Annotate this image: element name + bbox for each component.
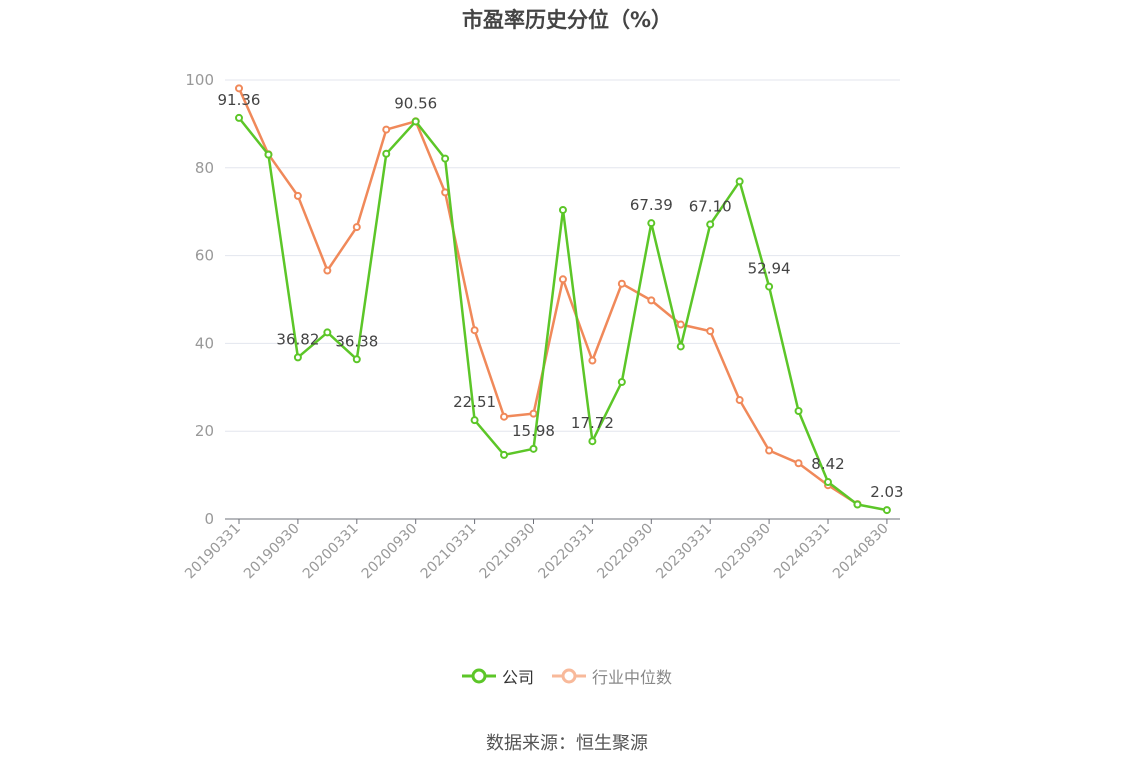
data-point [676,320,685,329]
x-tick-label: 20220930 [594,521,656,583]
data-point [529,409,538,418]
data-point [235,84,243,93]
data-point [441,154,450,163]
data-point [735,177,744,186]
data-label: 8.42 [811,455,844,473]
x-tick-label: 20210930 [477,521,539,583]
x-tick-label: 20240830 [830,521,892,583]
data-point [470,326,479,335]
data-point [441,188,450,197]
legend-line-icon [461,668,496,684]
data-label: 91.36 [218,91,261,109]
data-label: 22.51 [453,393,496,411]
data-point [529,444,538,453]
data-point [617,279,626,288]
grid-lines [225,79,900,432]
data-point [824,478,832,487]
series-lines [235,84,891,515]
data-point [352,223,361,232]
data-point [293,191,302,200]
data-point [588,437,597,446]
data-point [706,220,715,229]
data-label: 52.94 [748,260,791,278]
data-point [382,149,391,158]
source-note: 数据来源：恒生聚源 [486,733,648,754]
x-tick-label: 20200331 [300,521,362,583]
data-point [882,506,891,515]
data-label: 17.72 [571,414,614,432]
data-point [735,396,744,405]
data-point [470,416,479,425]
data-point [500,412,509,421]
y-tick-label: 80 [195,159,214,177]
data-label: 90.56 [394,94,437,112]
x-tick-label: 20210331 [418,521,480,583]
data-point [676,342,685,351]
data-point [647,219,656,228]
legend: 公司 行业中位数 [0,664,1134,688]
y-tick-label: 100 [185,71,214,89]
data-point [382,125,391,134]
x-tick-label: 20190930 [241,521,303,583]
data-point [853,500,862,509]
axes: 0 20 40 60 80 100 2019033120190930202003312020… [182,71,900,582]
x-tick-label: 20230331 [653,521,715,583]
data-label: 15.98 [512,422,555,440]
x-tick-label: 20190331 [182,521,244,583]
data-point [323,328,332,337]
data-point [293,353,302,362]
x-tick-label: 20200930 [359,521,421,583]
data-point [706,327,715,336]
data-point [500,450,509,459]
data-point [323,266,332,275]
data-point [765,446,774,455]
chart-title: 市盈率历史分位（%） [461,8,673,32]
line-chart: 0 20 40 60 80 100 2019033120190930202003312020… [182,71,904,582]
data-point [765,282,774,291]
legend-line-icon [552,668,586,684]
data-point [352,355,361,364]
legend-item-industry-median[interactable]: 行业中位数 [552,664,672,688]
data-point [794,459,803,468]
series-line [238,117,888,512]
data-point [588,356,597,365]
data-point [558,205,567,214]
data-point [411,117,420,126]
data-point [617,378,626,387]
x-tick-label: 20230930 [712,521,774,583]
y-tick-label: 20 [195,422,214,440]
data-label: 67.10 [689,197,732,215]
y-tick-label: 60 [195,247,214,265]
data-point [647,296,656,305]
legend-item-company[interactable]: 公司 [461,664,534,688]
x-tick-label: 20240331 [771,521,833,583]
data-label: 2.03 [870,483,903,501]
y-tick-label: 40 [195,334,214,352]
y-tick-label: 0 [204,510,214,528]
data-labels: 91.36 36.82 36.38 90.56 22.51 15.98 17.72 67.39… [218,91,904,501]
data-point [235,113,243,122]
data-point [264,150,273,159]
data-label: 36.38 [335,332,378,350]
x-tick-label: 20220331 [536,521,598,583]
series-line [237,87,859,506]
legend-label-company: 公司 [501,668,534,687]
data-point [794,407,803,416]
data-label: 36.82 [276,330,319,348]
legend-label-industry-median: 行业中位数 [592,668,673,687]
data-point [558,275,567,284]
data-label: 67.39 [630,196,673,214]
